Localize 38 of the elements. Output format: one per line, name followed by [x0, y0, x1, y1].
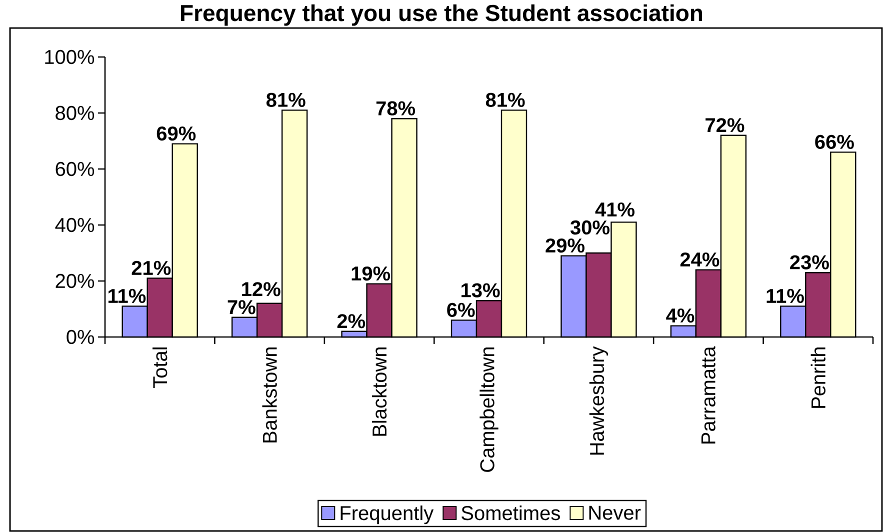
data-label: 19% — [352, 266, 390, 281]
data-label: 66% — [815, 134, 854, 149]
data-label: 29% — [546, 238, 584, 253]
data-label: 81% — [266, 92, 306, 107]
x-tick-label: Penrith — [810, 348, 826, 408]
data-label: 78% — [376, 101, 416, 116]
legend-label: Never — [589, 506, 641, 520]
data-label: 7% — [228, 300, 256, 314]
y-tick-label: 0% — [66, 330, 94, 344]
x-tick-label: Blacktown — [372, 348, 387, 436]
data-label: 13% — [462, 283, 500, 298]
data-label: 30% — [570, 220, 610, 235]
data-label: 23% — [790, 255, 829, 270]
y-tick-label: 100% — [45, 50, 94, 64]
legend-label: Frequently — [340, 506, 434, 524]
y-tick-label: 40% — [55, 218, 94, 232]
x-tick-label: Campbelltown — [480, 348, 498, 472]
x-tick-label: Hawkesbury — [589, 346, 608, 455]
chart-title: Frequency that you use the Student association — [181, 4, 702, 26]
y-tick-label: 20% — [56, 274, 94, 288]
data-label: 6% — [447, 302, 475, 317]
x-tick-label: Parramatta — [701, 346, 716, 444]
data-label: 81% — [486, 92, 525, 107]
data-label: 4% — [666, 308, 694, 323]
data-label: 2% — [337, 314, 366, 328]
y-tick-label: 60% — [56, 162, 94, 176]
data-label: 69% — [156, 126, 196, 141]
x-tick-label: Total — [152, 348, 168, 388]
data-label: 11% — [766, 288, 804, 303]
data-label: 12% — [242, 282, 280, 296]
data-label: 11% — [108, 288, 146, 303]
x-tick-label: Bankstown — [262, 348, 277, 442]
data-label: 24% — [680, 252, 720, 267]
legend-label: Sometimes — [462, 506, 560, 520]
data-label: 41% — [595, 202, 634, 217]
data-label: 21% — [132, 260, 171, 275]
data-label: 72% — [706, 118, 744, 132]
y-tick-label: 80% — [56, 106, 94, 120]
